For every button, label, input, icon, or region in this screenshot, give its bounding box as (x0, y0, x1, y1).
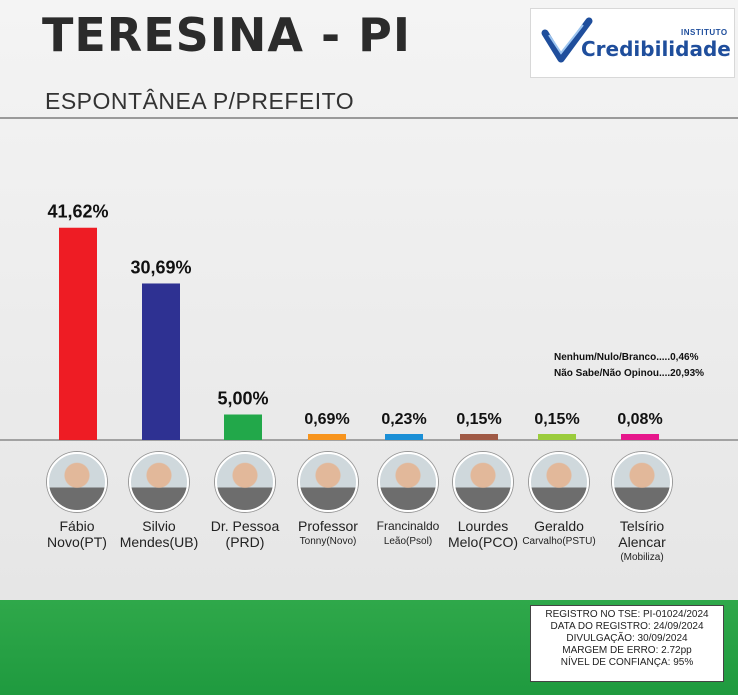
candidate-name: Telsírio (619, 518, 665, 534)
bar (59, 227, 97, 440)
avatar (453, 452, 513, 512)
note-line: Nenhum/Nulo/Branco.....0,46% (554, 352, 699, 363)
candidate-party: (PRD) (225, 534, 265, 550)
institute-logo: INSTITUTO Credibilidade (530, 8, 735, 78)
candidate-party: (Mobiliza) (620, 552, 664, 563)
bar-value-label: 0,15% (534, 411, 579, 428)
candidate-name: Francinaldo (376, 519, 440, 533)
avatar (378, 452, 438, 512)
bar (538, 434, 576, 440)
bar (224, 414, 262, 440)
candidate-item: Professor Tonny(Novo) (283, 452, 373, 550)
candidate-name: Lourdes (457, 518, 509, 534)
bar-value-label: 0,23% (381, 411, 426, 428)
candidate-item: Silvio Mendes(UB) (114, 452, 204, 550)
candidate-name: Fábio (59, 518, 95, 534)
bar-value-label: 0,69% (304, 411, 349, 428)
registration-line: REGISTRO NO TSE: PI-01024/2024 (545, 609, 709, 620)
candidate-party: Tonny(Novo) (299, 536, 357, 547)
bar-chart: 41,62% 30,69% 5,00% 0,69% 0,23% 0,15% 0,15% 0,0… (0, 202, 738, 441)
candidate-party: Melo(PCO) (447, 534, 518, 550)
logo-brand: Credibilidade (581, 37, 731, 61)
candidate-item: Dr. Pessoa (PRD) (200, 452, 290, 550)
avatar (529, 452, 589, 512)
bar-value-label: 41,62% (47, 202, 108, 222)
registration-line: DIVULGAÇÃO: 30/09/2024 (566, 633, 688, 644)
note-line: Não Sabe/Não Opinou....20,93% (554, 368, 705, 379)
page-subtitle: ESPONTÂNEA P/PREFEITO (45, 88, 355, 114)
candidate-party: Carvalho(PSTU) (522, 536, 596, 547)
candidate-party: Novo(PT) (47, 534, 107, 550)
logo-small-text: INSTITUTO (681, 28, 728, 37)
bar-value-label: 0,08% (617, 411, 662, 428)
candidate-item: Geraldo Carvalho(PSTU) (514, 452, 604, 550)
registration-line: NÍVEL DE CONFIANÇA: 95% (560, 657, 694, 668)
page-title: TERESINA - PI (42, 8, 411, 62)
avatar (129, 452, 189, 512)
candidate-item: Telsírio Alencar (Mobiliza) (597, 452, 687, 566)
registration-line: MARGEM DE ERRO: 2.72pp (562, 645, 692, 656)
candidate-party: Leão(Psol) (383, 536, 433, 547)
bar-value-label: 5,00% (217, 389, 268, 409)
bar (621, 434, 659, 440)
check-logo-icon (541, 17, 593, 63)
chart-notes: Nenhum/Nulo/Branco.....0,46% Não Sabe/Nã… (554, 350, 704, 382)
candidate-name: Geraldo (534, 518, 584, 534)
candidate-name-line2: Alencar (618, 534, 666, 550)
bar-value-label: 0,15% (456, 411, 501, 428)
registration-box: REGISTRO NO TSE: PI-01024/2024 DATA DO R… (530, 605, 724, 682)
registration-line: DATA DO REGISTRO: 24/09/2024 (550, 621, 704, 632)
bar (308, 434, 346, 440)
bar (142, 283, 180, 440)
candidate-party: Mendes(UB) (119, 534, 199, 550)
candidate-name: Professor (298, 518, 358, 534)
header-divider (0, 117, 738, 119)
bar (385, 434, 423, 440)
candidate-item: Francinaldo Leão(Psol) (363, 452, 453, 550)
avatar (215, 452, 275, 512)
avatar (612, 452, 672, 512)
avatar (47, 452, 107, 512)
candidate-name: Dr. Pessoa (210, 518, 280, 534)
avatar (298, 452, 358, 512)
candidate-item: Lourdes Melo(PCO) (438, 452, 528, 550)
candidate-name: Silvio (142, 518, 176, 534)
candidate-item: Fábio Novo(PT) (32, 452, 122, 550)
bar (460, 434, 498, 440)
bar-value-label: 30,69% (130, 257, 191, 277)
